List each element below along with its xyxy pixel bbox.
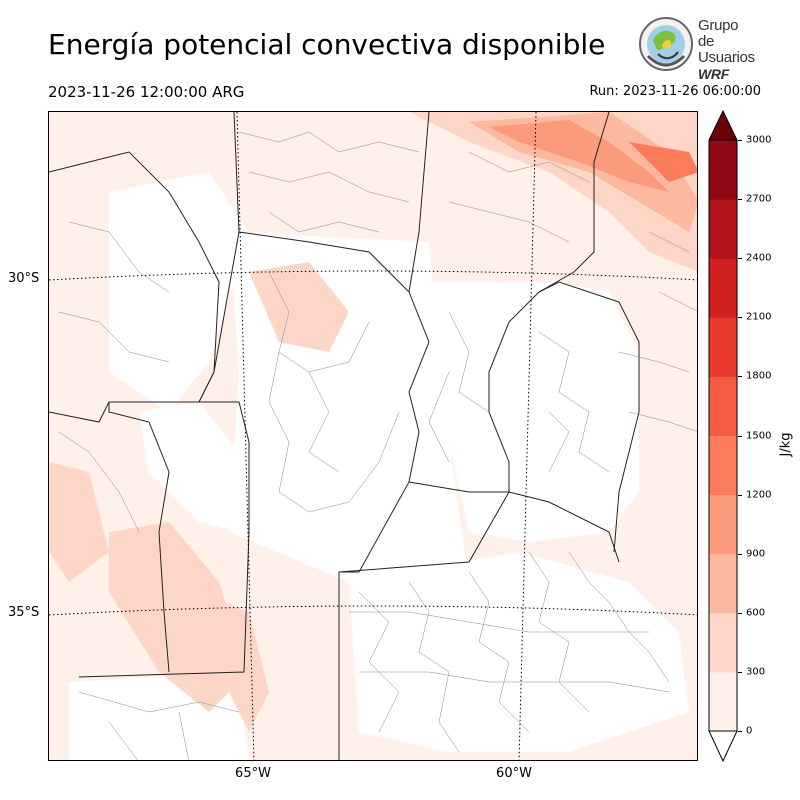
cape-map	[48, 111, 698, 761]
colorbar-band	[709, 199, 737, 259]
colorbar-tick-mark	[738, 553, 742, 555]
colorbar-tick-mark	[738, 199, 742, 201]
colorbar-band	[709, 612, 737, 673]
globe-seal-icon	[639, 17, 693, 71]
lon-label-65w: 65°W	[235, 766, 271, 781]
colorbar-tick-mark	[738, 671, 742, 673]
logo-line-1: Grupo de	[698, 17, 739, 50]
colorbar-band	[709, 376, 737, 436]
colorbar-tick-mark	[738, 317, 742, 319]
colorbar-tick-label: 900	[746, 548, 766, 560]
colorbar-band	[709, 435, 737, 496]
run-time: Run: 2023-11-26 06:00:00	[589, 84, 761, 99]
logo-line-3: WRF	[698, 66, 729, 82]
department-borders	[58, 131, 697, 760]
colorbar-tick-mark	[738, 140, 742, 141]
cape-shading	[49, 112, 697, 760]
colorbar-frame	[708, 139, 738, 732]
colorbar-extend-min	[708, 730, 738, 762]
colorbar-extend-max	[708, 110, 738, 141]
colorbar-band	[709, 317, 737, 377]
colorbar-tick-label: 2400	[746, 252, 772, 264]
colorbar-tick-mark	[738, 612, 742, 614]
lon-label-60w: 60°W	[496, 766, 532, 781]
graticule	[49, 112, 697, 760]
wrf-logo: Grupo de Usuarios WRF	[638, 16, 758, 82]
colorbar-tick-label: 1500	[746, 430, 772, 441]
logo-line-2: Usuarios	[698, 49, 755, 66]
colorbar	[708, 110, 738, 762]
colorbar-unit-label: J/kg	[778, 432, 794, 457]
colorbar-tick-label: 600	[746, 607, 766, 619]
lat-label-35s: 35°S	[8, 605, 40, 620]
colorbar-band	[709, 494, 737, 555]
colorbar-tick-label: 2100	[746, 311, 772, 323]
colorbar-tick-mark	[738, 731, 742, 732]
colorbar-tick-label: 0	[746, 725, 753, 737]
colorbar-tick-label: 2700	[746, 193, 772, 205]
colorbar-tick-label: 3000	[746, 134, 772, 146]
colorbar-band	[709, 258, 737, 318]
colorbar-band	[709, 671, 737, 732]
colorbar-tick-mark	[738, 494, 742, 496]
province-borders	[49, 112, 640, 760]
colorbar-tick-mark	[738, 435, 742, 437]
colorbar-band	[709, 140, 737, 200]
valid-time: 2023-11-26 12:00:00 ARG	[48, 83, 245, 101]
map-canvas	[49, 112, 697, 760]
colorbar-band	[709, 553, 737, 614]
colorbar-tick-mark	[738, 376, 742, 378]
lat-label-30s: 30°S	[8, 271, 40, 286]
colorbar-tick-label: 1800	[746, 370, 772, 382]
colorbar-tick-label: 1200	[746, 489, 772, 501]
colorbar-tick-mark	[738, 258, 742, 260]
colorbar-tick-label: 300	[746, 666, 766, 678]
page-title: Energía potencial convectiva disponible	[48, 28, 606, 61]
